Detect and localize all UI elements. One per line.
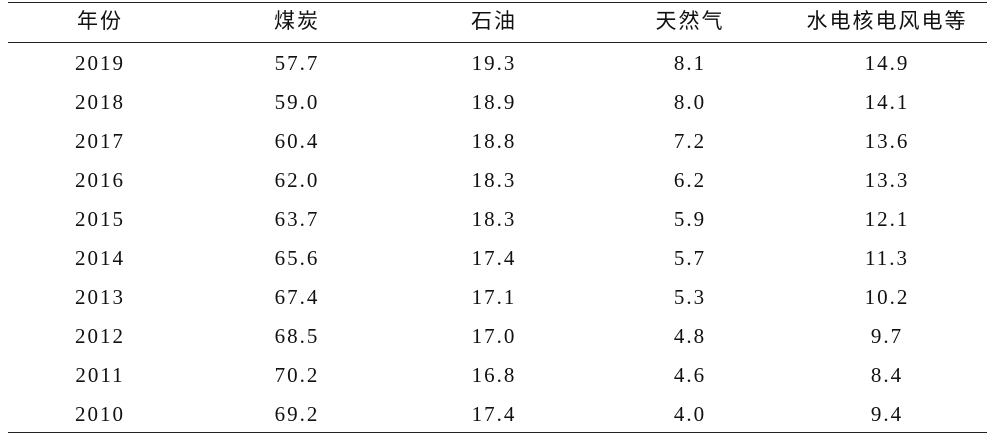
- value-cell: 13.3: [864, 168, 910, 192]
- value-cell: 14.9: [864, 51, 910, 75]
- value-cell: 12.1: [864, 207, 910, 231]
- value-cell: 69.2: [274, 402, 320, 426]
- value-cell: 17.4: [471, 246, 517, 270]
- value-cell: 16.8: [471, 363, 517, 387]
- value-cell: 14.1: [864, 90, 910, 114]
- top-rule: [8, 2, 987, 3]
- header-rule: [8, 42, 987, 43]
- header-cell: 年份: [77, 9, 123, 33]
- value-cell: 4.8: [673, 324, 707, 348]
- value-cell: 65.6: [274, 246, 320, 270]
- value-cell: 18.3: [471, 168, 517, 192]
- value-cell: 5.3: [673, 285, 707, 309]
- value-cell: 13.6: [864, 129, 910, 153]
- value-cell: 6.2: [673, 168, 707, 192]
- header-cell: 天然气: [655, 9, 725, 33]
- value-cell: 62.0: [274, 168, 320, 192]
- year-cell: 2011: [75, 363, 125, 387]
- year-cell: 2013: [75, 285, 125, 309]
- value-cell: 4.0: [673, 402, 707, 426]
- value-cell: 60.4: [274, 129, 320, 153]
- year-cell: 2018: [75, 90, 125, 114]
- value-cell: 9.7: [870, 324, 904, 348]
- value-cell: 9.4: [870, 402, 904, 426]
- value-cell: 63.7: [274, 207, 320, 231]
- year-cell: 2015: [75, 207, 125, 231]
- value-cell: 11.3: [865, 246, 909, 270]
- value-cell: 8.4: [870, 363, 904, 387]
- year-cell: 2016: [75, 168, 125, 192]
- year-cell: 2010: [75, 402, 125, 426]
- value-cell: 5.7: [673, 246, 707, 270]
- value-cell: 67.4: [274, 285, 320, 309]
- value-cell: 18.9: [471, 90, 517, 114]
- header-cell: 石油: [471, 9, 517, 33]
- value-cell: 19.3: [471, 51, 517, 75]
- year-cell: 2014: [75, 246, 125, 270]
- value-cell: 57.7: [274, 51, 320, 75]
- value-cell: 17.1: [471, 285, 517, 309]
- value-cell: 18.8: [471, 129, 517, 153]
- value-cell: 18.3: [471, 207, 517, 231]
- year-cell: 2017: [75, 129, 125, 153]
- value-cell: 17.0: [471, 324, 517, 348]
- year-cell: 2019: [75, 51, 125, 75]
- header-cell: 煤炭: [274, 9, 320, 33]
- value-cell: 8.1: [673, 51, 707, 75]
- value-cell: 8.0: [673, 90, 707, 114]
- value-cell: 17.4: [471, 402, 517, 426]
- year-cell: 2012: [75, 324, 125, 348]
- value-cell: 7.2: [673, 129, 707, 153]
- value-cell: 10.2: [864, 285, 910, 309]
- value-cell: 4.6: [673, 363, 707, 387]
- value-cell: 70.2: [274, 363, 320, 387]
- value-cell: 68.5: [274, 324, 320, 348]
- value-cell: 59.0: [274, 90, 320, 114]
- bottom-rule: [8, 432, 987, 433]
- header-cell: 水电核电风电等: [806, 9, 968, 33]
- value-cell: 5.9: [673, 207, 707, 231]
